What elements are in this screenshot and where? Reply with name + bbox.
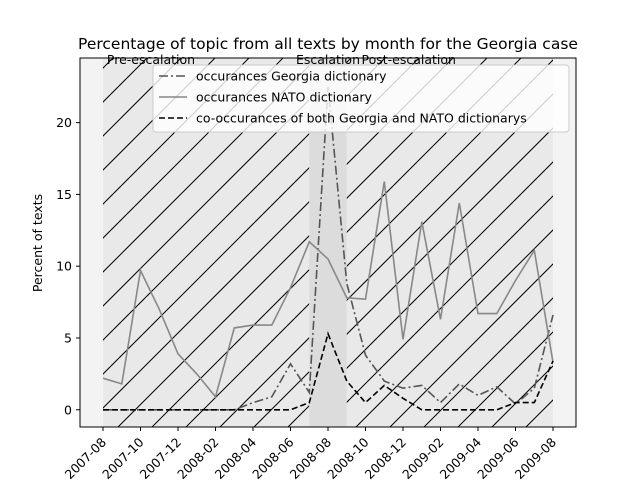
hatch-line <box>103 133 310 341</box>
series-line-1 <box>102 181 554 399</box>
hatch-line <box>103 201 310 409</box>
hatch-line <box>346 195 553 403</box>
hatch-line <box>346 127 553 335</box>
hatch-line <box>185 303 310 427</box>
hatch-line <box>423 297 553 427</box>
period-label-0: Pre-escalation <box>107 52 195 67</box>
y-tick-label: 10 <box>56 259 72 274</box>
legend: occurances Georgia dictionary occurances … <box>152 64 570 133</box>
legend-box <box>152 64 570 133</box>
legend-label-1: occurances NATO dictionary <box>196 90 372 105</box>
legend-label-2: co-occurances of both Georgia and NATO d… <box>196 111 527 126</box>
hatch-line <box>0 58 11 427</box>
hatch-line <box>457 331 553 427</box>
hatch-line <box>346 161 553 369</box>
hatch-line <box>103 58 182 137</box>
period-labels: Pre-escalation Escalation Post-escalation <box>107 52 456 67</box>
x-tick-label: 2009-08 <box>512 434 560 480</box>
hatch-line <box>219 337 310 427</box>
hatch-line <box>628 58 640 427</box>
hatch-line <box>594 58 640 427</box>
series-line-2 <box>103 331 554 411</box>
y-axis-label: Percent of texts <box>30 194 45 292</box>
hatch-line <box>594 58 640 427</box>
hatch-line <box>117 235 310 427</box>
y-tick-label: 5 <box>64 330 72 345</box>
hatch-line <box>628 58 640 427</box>
y-tick-label: 15 <box>56 187 72 202</box>
hatch-line <box>355 229 553 427</box>
y-tick-label: 20 <box>56 115 72 130</box>
hatch-line <box>0 58 11 427</box>
hatch-line <box>151 269 310 427</box>
period-label-2: Post-escalation <box>362 52 456 67</box>
legend-label-0: occurances Georgia dictionary <box>196 69 387 84</box>
hatch-line <box>389 263 553 427</box>
period-label-1: Escalation <box>296 52 360 67</box>
chart-title: Percentage of topic from all texts by mo… <box>78 35 578 53</box>
hatch-line <box>103 167 310 375</box>
y-tick-label: 0 <box>64 402 72 417</box>
